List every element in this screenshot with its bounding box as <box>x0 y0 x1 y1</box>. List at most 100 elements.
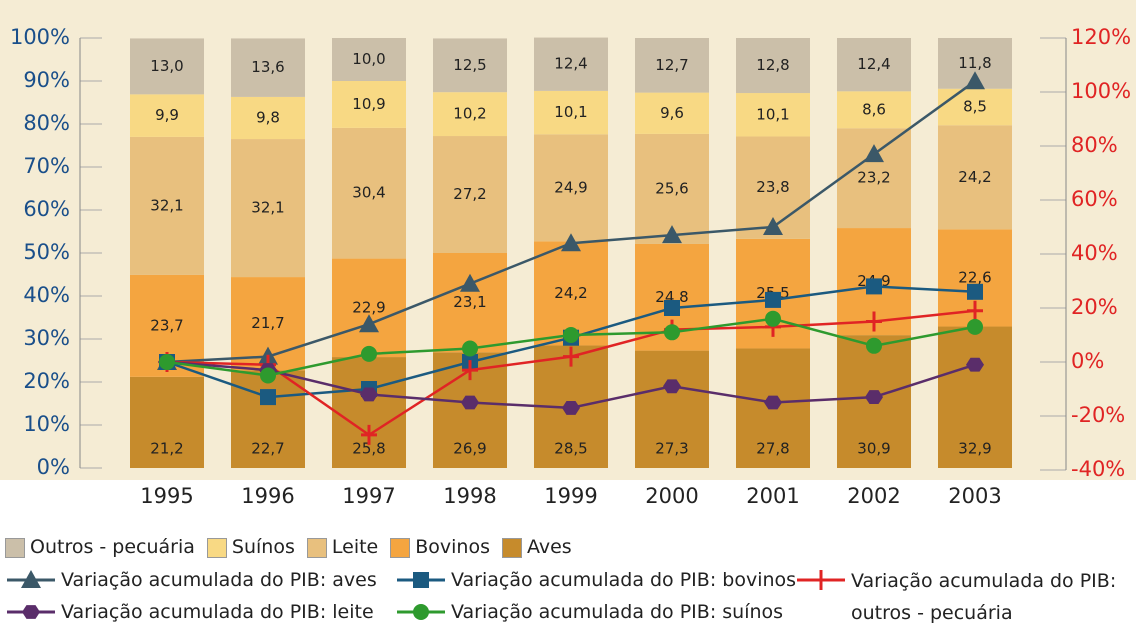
marker <box>662 225 682 244</box>
bar-value-label: 23,7 <box>150 316 183 334</box>
bar-value-label: 9,8 <box>256 108 280 126</box>
bar-value-label: 8,5 <box>963 98 987 116</box>
bar-value-label: 27,8 <box>756 440 789 458</box>
bar-value-label: 10,1 <box>756 105 789 123</box>
bar-segment <box>231 96 305 140</box>
y2-tick-label: 80% <box>1071 133 1118 157</box>
bar-segment <box>433 92 507 137</box>
legend-label: Variação acumulada do PIB: suínos <box>451 601 784 623</box>
bar-value-label: 24,8 <box>655 288 688 306</box>
bar-segment <box>837 91 911 129</box>
legend-label: Variação acumulada do PIB: outros - pecu… <box>851 570 1117 624</box>
bar-value-label: 21,7 <box>251 314 284 332</box>
legend-label: Bovinos <box>415 536 490 558</box>
legend-symbol <box>7 605 55 619</box>
y2-tick-label: -20% <box>1071 403 1125 427</box>
legend-item: Leite <box>306 532 379 562</box>
y-tick-label: 100% <box>10 25 70 49</box>
bar-segment <box>635 38 709 93</box>
bar-value-label: 9,6 <box>660 104 684 122</box>
marker <box>21 570 41 588</box>
legend-item: Suínos <box>206 532 295 562</box>
bar-value-label: 25,8 <box>352 440 385 458</box>
marker <box>864 144 884 163</box>
marker <box>967 318 983 335</box>
bar-segment <box>130 38 204 95</box>
bar-value-label: 10,0 <box>352 50 385 68</box>
marker <box>664 324 680 341</box>
marker <box>765 310 781 327</box>
bar-segment <box>938 125 1012 230</box>
legend-swatch <box>206 538 227 558</box>
legend-symbol <box>797 570 845 590</box>
bar-value-label: 25,6 <box>655 179 688 197</box>
y-tick-label: 50% <box>23 240 70 264</box>
legend-symbol <box>397 604 445 620</box>
bar-segment <box>635 92 709 134</box>
marker <box>563 346 579 367</box>
legend-swatch <box>390 538 411 558</box>
bar-value-label: 10,9 <box>352 95 385 113</box>
bar-segment <box>534 37 608 91</box>
legend-label: Suínos <box>231 536 295 558</box>
bar-value-label: 22,6 <box>958 268 991 286</box>
bar-segment <box>130 94 204 137</box>
bar-value-label: 32,9 <box>958 440 991 458</box>
bar-segment <box>332 127 406 259</box>
marker <box>764 395 782 410</box>
x-tick-label: 1998 <box>443 484 496 508</box>
marker <box>866 311 882 332</box>
legend-item: Variação acumulada do PIB: aves <box>5 565 377 595</box>
bar-segment <box>433 136 507 253</box>
marker <box>866 278 882 295</box>
bar-segment <box>130 376 204 468</box>
legend-item: Variação acumulada do PIB: outros - pecu… <box>795 565 1121 629</box>
x-tick-label: 1999 <box>544 484 597 508</box>
legend-symbol <box>397 572 445 588</box>
marker <box>460 273 480 292</box>
x-tick-label: 1996 <box>241 484 294 508</box>
legend-swatch <box>501 538 522 558</box>
y-tick-label: 90% <box>23 68 70 92</box>
marker <box>359 314 379 333</box>
legend-symbol <box>7 570 55 588</box>
bar-segment <box>635 350 709 468</box>
bar-value-label: 8,6 <box>862 100 886 118</box>
x-tick-label: 1995 <box>140 484 193 508</box>
legend-label: Variação acumulada do PIB: leite <box>61 601 374 623</box>
marker <box>865 390 883 405</box>
y-tick-label: 80% <box>23 111 70 135</box>
bar-value-label: 32,1 <box>251 199 284 217</box>
bar-segment <box>231 139 305 278</box>
legend-item: Variação acumulada do PIB: leite <box>5 597 374 627</box>
marker <box>22 605 40 619</box>
bar-segment <box>231 38 305 97</box>
marker <box>413 604 429 620</box>
y2-tick-label: -40% <box>1071 457 1125 481</box>
marker <box>260 389 276 406</box>
bar-segment <box>534 90 608 135</box>
bar-value-label: 21,2 <box>150 440 183 458</box>
bar-segment <box>837 38 911 92</box>
legend-swatch <box>5 538 25 558</box>
bar-value-label: 23,8 <box>756 178 789 196</box>
marker <box>360 387 378 402</box>
y2-tick-label: 0% <box>1071 349 1104 373</box>
marker <box>561 233 581 252</box>
legend-item: Bovinos <box>390 532 490 562</box>
marker <box>159 354 175 370</box>
legend-label: Variação acumulada do PIB: bovinos <box>451 569 797 591</box>
marker <box>260 367 276 384</box>
legend-label: Variação acumulada do PIB: aves <box>61 569 377 591</box>
y2-tick-label: 60% <box>1071 187 1118 211</box>
bar-segment <box>938 88 1012 126</box>
x-tick-label: 2001 <box>746 484 799 508</box>
bar-value-label: 10,1 <box>554 103 587 121</box>
legend-label: Leite <box>331 536 379 558</box>
x-tick-label: 2002 <box>847 484 900 508</box>
legend-item: Variação acumulada do PIB: suínos <box>395 597 783 627</box>
bar-value-label: 27,2 <box>453 185 486 203</box>
bar-value-label: 28,5 <box>554 440 587 458</box>
bar-segment <box>534 134 608 242</box>
y2-tick-label: 40% <box>1071 241 1118 265</box>
